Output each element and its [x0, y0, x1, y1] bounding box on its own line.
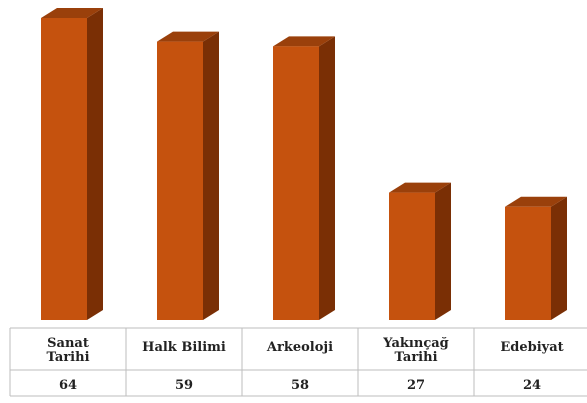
- category-label-yakincag-tarihi: Yakınçağ: [382, 336, 449, 351]
- category-label-sanat-tarihi: Tarihi: [46, 350, 89, 365]
- bar-yakincag-tarihi: [389, 182, 451, 320]
- bar-sanat-tarihi: [41, 8, 103, 320]
- bar-halk-bilimi: [157, 31, 219, 320]
- value-label-arkeoloji: 58: [291, 378, 309, 393]
- category-label-halk-bilimi: Halk Bilimi: [142, 340, 226, 355]
- category-label-edebiyat: Edebiyat: [500, 340, 563, 355]
- bar-side-face: [203, 31, 219, 320]
- bar-front-face: [41, 18, 87, 320]
- bar-top-face: [41, 8, 103, 18]
- bar-side-face: [319, 36, 335, 320]
- value-label-halk-bilimi: 59: [175, 378, 193, 393]
- bar-edebiyat: [505, 196, 567, 320]
- bar-side-face: [435, 182, 451, 320]
- bar-side-face: [87, 8, 103, 320]
- bar-side-face: [551, 196, 567, 320]
- category-label-yakincag-tarihi: Tarihi: [394, 350, 437, 365]
- bar-top-face: [273, 36, 335, 47]
- bar-front-face: [157, 41, 203, 320]
- value-label-edebiyat: 24: [523, 378, 541, 393]
- bar-top-face: [505, 196, 567, 207]
- bar-top-face: [157, 31, 219, 42]
- category-label-arkeoloji: Arkeoloji: [266, 340, 333, 355]
- bar-front-face: [505, 206, 551, 320]
- bar-front-face: [389, 192, 435, 320]
- bars-layer: [41, 8, 567, 320]
- bar-arkeoloji: [273, 36, 335, 320]
- value-label-yakincag-tarihi: 27: [407, 378, 425, 393]
- category-label-sanat-tarihi: Sanat: [47, 336, 89, 351]
- bar-top-face: [389, 182, 451, 193]
- value-label-sanat-tarihi: 64: [59, 378, 77, 393]
- bar-front-face: [273, 46, 319, 320]
